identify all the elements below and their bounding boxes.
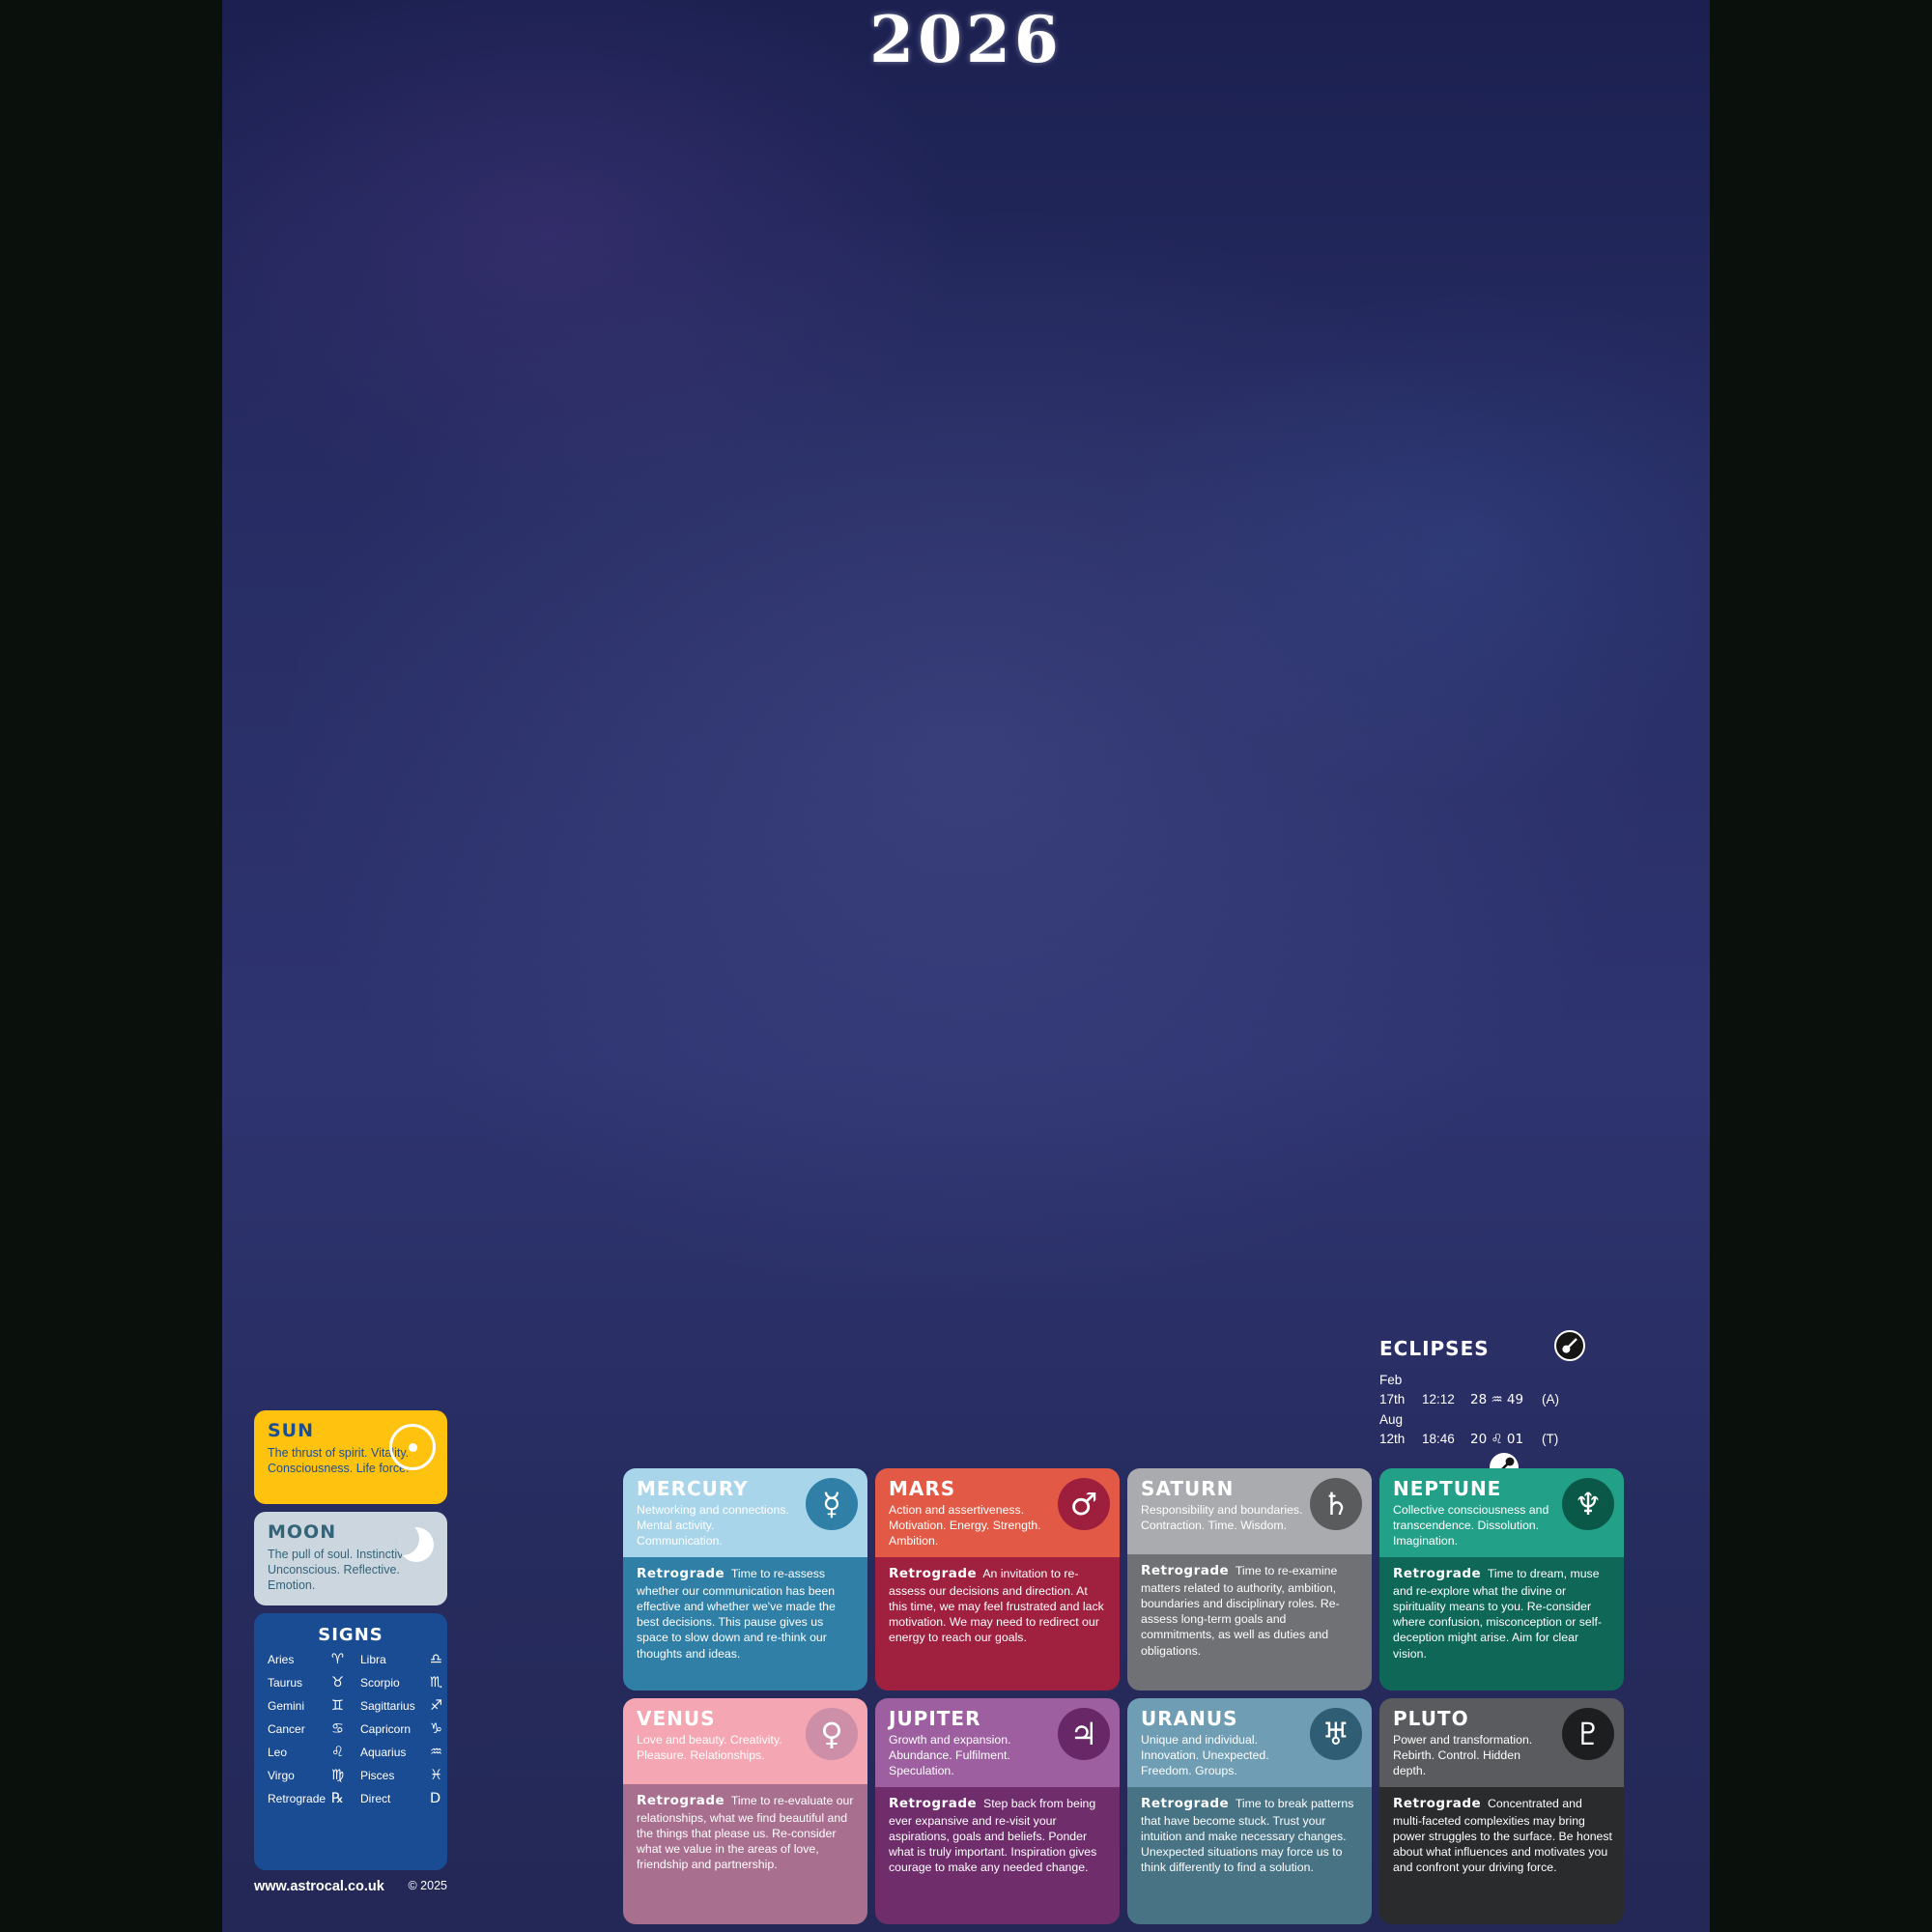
planet-card-desc: Responsibility and boundaries. Contracti… — [1141, 1503, 1303, 1532]
sun-legend-title: SUN — [268, 1420, 315, 1441]
planet-card-desc: Love and beauty. Creativity. Pleasure. R… — [637, 1733, 782, 1762]
planet-card-desc: Networking and connections. Mental activ… — [637, 1503, 789, 1548]
planet-card-desc: Collective consciousness and transcenden… — [1393, 1503, 1549, 1548]
planet-card-retro-text: Retrograde An invitation to re-assess ou… — [875, 1556, 1120, 1690]
year-title: 2026 — [869, 2, 1063, 77]
sign-name: Direct — [360, 1792, 391, 1806]
sign-glyph-icon: ♒ — [430, 1745, 442, 1760]
planet-card-mercury: MERCURY Networking and connections. Ment… — [623, 1468, 867, 1690]
planet-card-retro-text: Retrograde Time to dream, muse and re-ex… — [1379, 1556, 1624, 1690]
mars-symbol-icon: ♂ — [1058, 1478, 1110, 1530]
sign-glyph-icon: ♋ — [331, 1721, 344, 1737]
sign-glyph-icon: D — [430, 1791, 441, 1806]
pluto-symbol-icon: ♇ — [1562, 1708, 1614, 1760]
planet-card-desc: Growth and expansion. Abundance. Fulfilm… — [889, 1733, 1011, 1777]
jupiter-symbol-icon: ♃ — [1058, 1708, 1110, 1760]
planet-card-pluto: PLUTO Power and transformation. Rebirth.… — [1379, 1698, 1624, 1924]
sign-name: Aries — [268, 1653, 295, 1667]
sun-legend-card: SUN The thrust of spirit. Vitality. Cons… — [254, 1410, 447, 1504]
planet-card-title: SATURN — [1141, 1477, 1235, 1500]
planet-card-retro-text: Retrograde Time to break patterns that h… — [1127, 1786, 1372, 1924]
sign-name: Capricorn — [360, 1722, 412, 1737]
neptune-symbol-icon: ♆ — [1562, 1478, 1614, 1530]
signs-list: Aries ♈ Libra ♎ Taurus ♉ Scorpio ♏ Gemini ♊ Sagitt… — [268, 1652, 442, 1806]
sign-glyph-icon: ♓ — [430, 1768, 442, 1783]
sign-name: Scorpio — [360, 1676, 400, 1690]
eclipse-row: Aug 12th 18:46 20 ♌ 01 (T) — [1379, 1411, 1559, 1447]
planet-card-retro-text: Retrograde Concentrated and multi-facete… — [1379, 1786, 1624, 1924]
sign-name: Leo — [268, 1746, 288, 1760]
planet-card-title: NEPTUNE — [1393, 1477, 1502, 1500]
sign-glyph-icon: ♊ — [331, 1698, 344, 1714]
sign-glyph-icon: ♌ — [331, 1745, 344, 1760]
sign-row: Taurus ♉ Scorpio ♏ — [268, 1675, 442, 1690]
planet-card-title: PLUTO — [1393, 1707, 1469, 1730]
planet-card-retro-text: Retrograde Time to re-assess whether our… — [623, 1556, 867, 1690]
sun-legend-desc: The thrust of spirit. Vitality. Consciou… — [268, 1446, 410, 1475]
sign-glyph-icon: ♏ — [430, 1675, 442, 1690]
sign-name: Virgo — [268, 1769, 295, 1783]
sign-name: Taurus — [268, 1676, 303, 1690]
planet-card-venus: VENUS Love and beauty. Creativity. Pleas… — [623, 1698, 867, 1924]
uranus-symbol-icon: ♅ — [1310, 1708, 1362, 1760]
sign-glyph-icon: ♈ — [331, 1652, 344, 1667]
sign-name: Gemini — [268, 1699, 305, 1714]
poster-background: 2026 SUN The thrust of spirit. Vitality.… — [222, 0, 1710, 1932]
sign-name: Aquarius — [360, 1746, 407, 1760]
moon-legend-desc: The pull of soul. Instinctive. Unconscio… — [268, 1548, 413, 1592]
sign-glyph-icon: ♍ — [331, 1768, 344, 1783]
sign-name: Cancer — [268, 1722, 305, 1737]
planet-card-title: JUPITER — [889, 1707, 981, 1730]
sign-name: Retrograde — [268, 1792, 327, 1806]
crescent-moon-icon — [399, 1527, 434, 1562]
planet-card-neptune: NEPTUNE Collective consciousness and tra… — [1379, 1468, 1624, 1690]
planet-cards-grid: MERCURY Networking and connections. Ment… — [623, 1468, 1624, 1924]
sign-row: Retrograde ℞ Direct D — [268, 1791, 440, 1806]
solar-eclipse-icon — [1553, 1329, 1586, 1367]
sign-name: Sagittarius — [360, 1699, 415, 1714]
sign-row: Virgo ♍ Pisces ♓ — [268, 1768, 442, 1783]
signs-legend-title: SIGNS — [318, 1625, 384, 1645]
planet-card-desc: Action and assertiveness. Motivation. En… — [889, 1503, 1041, 1548]
sign-glyph-icon: ♎ — [430, 1652, 442, 1667]
venus-symbol-icon: ♀ — [806, 1708, 858, 1760]
sign-glyph-icon: ♑ — [430, 1721, 442, 1737]
eclipses-title: ECLIPSES — [1379, 1336, 1490, 1360]
planet-card-title: VENUS — [637, 1707, 716, 1730]
website-link[interactable]: www.astrocal.co.uk — [254, 1879, 384, 1894]
planet-card-title: MARS — [889, 1477, 956, 1500]
solar-eclipse-rows: Feb 17th 12:12 28 ♒ 49 (A) Aug 12th 18:46 20 ♌… — [1379, 1371, 1660, 1449]
copyright: © 2025 — [408, 1879, 448, 1892]
sign-name: Libra — [360, 1653, 386, 1667]
planet-card-retro-text: Retrograde Time to re-examine matters re… — [1127, 1554, 1372, 1690]
planet-card-title: URANUS — [1141, 1707, 1238, 1730]
sign-row: Aries ♈ Libra ♎ — [268, 1652, 442, 1667]
signs-legend-card: SIGNS Aries ♈ Libra ♎ Taurus ♉ Scorpio ♏ Gemini ♊… — [254, 1613, 447, 1870]
sign-glyph-icon: ♉ — [331, 1675, 344, 1690]
sign-glyph-icon: ℞ — [331, 1791, 344, 1806]
planet-card-saturn: SATURN Responsibility and boundaries. Co… — [1127, 1468, 1372, 1690]
planet-card-title: MERCURY — [637, 1477, 749, 1500]
sign-glyph-icon: ♐ — [430, 1698, 442, 1714]
planet-card-retro-text: Retrograde Step back from being ever exp… — [875, 1786, 1120, 1924]
planet-card-desc: Unique and individual. Innovation. Unexp… — [1141, 1733, 1269, 1777]
moon-legend-title: MOON — [268, 1521, 337, 1543]
saturn-symbol-icon: ♄ — [1310, 1478, 1362, 1530]
sun-icon — [389, 1424, 436, 1470]
footer: www.astrocal.co.uk © 2025 — [254, 1879, 447, 1894]
planet-card-mars: MARS Action and assertiveness. Motivatio… — [875, 1468, 1120, 1690]
sign-row: Cancer ♋ Capricorn ♑ — [268, 1721, 442, 1737]
sign-row: Leo ♌ Aquarius ♒ — [268, 1745, 442, 1760]
planet-card-uranus: URANUS Unique and individual. Innovation… — [1127, 1698, 1372, 1924]
mercury-symbol-icon: ☿ — [806, 1478, 858, 1530]
planet-card-retro-text: Retrograde Time to re-evaluate our relat… — [623, 1784, 867, 1924]
planet-card-jupiter: JUPITER Growth and expansion. Abundance.… — [875, 1698, 1120, 1924]
sign-row: Gemini ♊ Sagittarius ♐ — [268, 1698, 442, 1714]
sign-name: Pisces — [360, 1769, 395, 1783]
eclipse-row: Feb 17th 12:12 28 ♒ 49 (A) — [1379, 1373, 1559, 1408]
planet-card-desc: Power and transformation. Rebirth. Contr… — [1393, 1733, 1533, 1777]
moon-legend-card: MOON The pull of soul. Instinctive. Unco… — [254, 1512, 447, 1605]
